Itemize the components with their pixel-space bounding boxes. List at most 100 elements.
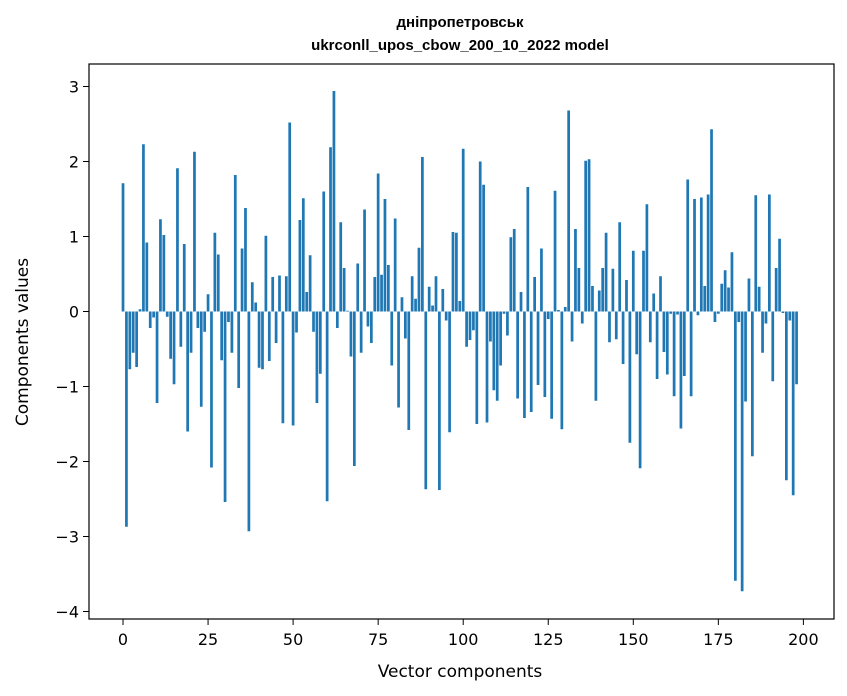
bar-179 — [730, 252, 734, 312]
bar-154 — [645, 204, 649, 312]
bar-186 — [754, 195, 758, 312]
bar-131 — [567, 110, 571, 312]
bar-133 — [574, 229, 577, 312]
bar-71 — [363, 209, 366, 312]
bar-117 — [519, 292, 523, 312]
bar-144 — [611, 268, 615, 312]
bar-52 — [298, 220, 302, 312]
bar-191 — [771, 311, 775, 382]
bar-66 — [346, 310, 349, 312]
bar-56 — [312, 311, 315, 332]
bar-99 — [458, 301, 462, 312]
bar-39 — [254, 302, 258, 312]
bar-142 — [604, 232, 608, 312]
bar-86 — [414, 298, 417, 312]
bar-70 — [359, 311, 363, 353]
bar-148 — [625, 280, 628, 312]
bar-181 — [737, 311, 741, 322]
bar-132 — [570, 311, 574, 342]
y-axis-label: Components values — [13, 258, 33, 426]
bar-163 — [676, 311, 679, 315]
bar-129 — [560, 311, 564, 430]
bar-175 — [716, 311, 720, 314]
bar-180 — [733, 311, 737, 581]
bar-84 — [407, 311, 411, 430]
bar-124 — [543, 311, 547, 397]
bar-101 — [465, 311, 468, 347]
bar-197 — [791, 311, 795, 496]
bar-104 — [475, 311, 479, 424]
bar-109 — [492, 311, 496, 391]
bar-18 — [182, 244, 186, 312]
bar-167 — [689, 311, 693, 397]
bar-59 — [322, 191, 326, 312]
y-tick-label-3: 3 — [69, 78, 79, 97]
x-axis-label: Vector components — [378, 662, 543, 682]
bar-9 — [152, 311, 155, 318]
bar-1 — [125, 311, 128, 527]
bar-161 — [669, 311, 673, 314]
bar-107 — [485, 311, 489, 423]
bar-63 — [335, 311, 339, 328]
bar-29 — [220, 311, 224, 361]
bar-37 — [247, 311, 251, 532]
bar-32 — [230, 311, 234, 353]
bar-10 — [155, 311, 159, 403]
bar-115 — [512, 229, 516, 312]
bar-83 — [404, 311, 407, 339]
x-tick-label-150: 150 — [618, 630, 649, 649]
bar-111 — [499, 311, 502, 366]
bar-13 — [165, 311, 169, 317]
bar-25 — [206, 294, 210, 312]
bar-34 — [237, 311, 241, 388]
bar-169 — [696, 311, 700, 316]
bar-42 — [264, 235, 268, 312]
x-tick-label-100: 100 — [448, 630, 479, 649]
bar-113 — [506, 311, 509, 336]
bar-184 — [747, 278, 751, 312]
x-tick-label-0: 0 — [118, 630, 128, 649]
bar-27 — [213, 232, 217, 312]
bar-198 — [795, 311, 798, 385]
bar-160 — [665, 311, 669, 375]
bar-134 — [577, 268, 581, 312]
bar-75 — [376, 173, 380, 312]
bar-136 — [584, 160, 588, 312]
bar-196 — [788, 311, 792, 321]
bar-172 — [706, 194, 710, 312]
bar-178 — [727, 287, 730, 312]
bar-94 — [441, 289, 445, 312]
bar-137 — [587, 159, 591, 312]
y-tick-label-1: 1 — [69, 228, 79, 247]
bar-120 — [529, 311, 533, 412]
bar-5 — [138, 309, 142, 312]
bar-91 — [431, 305, 434, 312]
bar-96 — [448, 311, 451, 433]
bar-93 — [438, 311, 441, 490]
bar-88 — [421, 157, 424, 312]
bar-38 — [250, 282, 254, 312]
bar-192 — [774, 268, 778, 312]
bar-165 — [682, 311, 686, 376]
bar-57 — [315, 311, 319, 403]
bar-176 — [720, 283, 724, 312]
bar-156 — [652, 293, 656, 312]
bar-105 — [478, 161, 482, 312]
bar-49 — [288, 122, 292, 312]
bar-54 — [305, 292, 309, 312]
bar-20 — [189, 311, 193, 353]
bar-190 — [768, 194, 771, 312]
x-axis-ticks: 0 25 50 75 100 125 150 175 200 — [118, 619, 819, 649]
bar-182 — [740, 311, 744, 592]
bar-65 — [342, 268, 346, 312]
bar-41 — [261, 311, 264, 370]
bar-141 — [601, 268, 605, 312]
bar-187 — [757, 286, 761, 312]
bar-17 — [179, 311, 183, 347]
y-tick-label--3: −3 — [55, 528, 79, 547]
bar-77 — [383, 199, 387, 312]
bar-128 — [557, 310, 560, 312]
y-tick-label-2: 2 — [69, 153, 79, 172]
y-tick-label--2: −2 — [55, 453, 79, 472]
